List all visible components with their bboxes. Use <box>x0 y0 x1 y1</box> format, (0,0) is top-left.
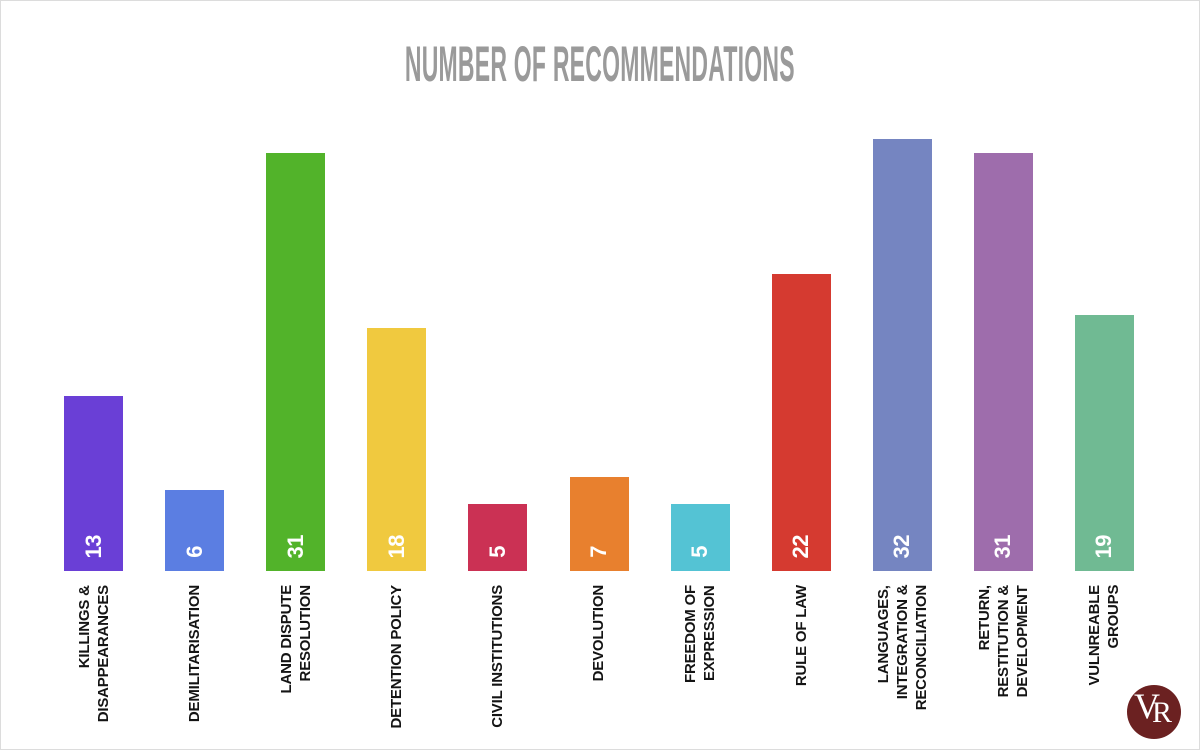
bar-value-label: 18 <box>383 534 409 558</box>
chart-title-text: NUMBER OF RECOMMENDATIONS <box>405 36 795 92</box>
bar-area: 7 <box>548 1 649 571</box>
chart-column: 31 LAND DISPUTE RESOLUTION <box>245 1 346 751</box>
vr-logo: V R <box>1127 685 1181 739</box>
chart-column: 5 FREEDOM OF EXPRESSION <box>650 1 751 751</box>
category-label: FREEDOM OF EXPRESSION <box>682 585 719 683</box>
vr-logo-letter-v: V <box>1134 686 1160 726</box>
category-label: LANGUAGES, INTEGRATION & RECONCILIATION <box>874 585 930 711</box>
category-label-area: CIVIL INSTITUTIONS <box>447 571 548 751</box>
category-label: RULE OF LAW <box>792 585 810 687</box>
category-label: CIVIL INSTITUTIONS <box>489 585 507 728</box>
bar: 18 <box>367 328 427 571</box>
chart-column: 32 LANGUAGES, INTEGRATION & RECONCILIATI… <box>852 1 953 751</box>
category-label: LAND DISPUTE RESOLUTION <box>277 585 314 694</box>
category-label-area: FREEDOM OF EXPRESSION <box>650 571 751 751</box>
category-label: DETENTION POLICY <box>388 585 406 729</box>
bar: 5 <box>670 503 730 571</box>
category-label: RETURN, RESTITUTION & DEVELOPMENT <box>975 585 1031 698</box>
bar-area: 31 <box>245 1 346 571</box>
bar: 5 <box>468 503 528 571</box>
chart-column: 5 CIVIL INSTITUTIONS <box>447 1 548 751</box>
bar-value-label: 22 <box>788 534 814 558</box>
category-label-area: RETURN, RESTITUTION & DEVELOPMENT <box>953 571 1054 751</box>
bar-area: 6 <box>144 1 245 571</box>
bar-value-label: 13 <box>80 534 106 558</box>
category-label-area: LAND DISPUTE RESOLUTION <box>245 571 346 751</box>
bar-area: 32 <box>852 1 953 571</box>
bar: 7 <box>569 476 629 571</box>
vr-logo-letter-r: R <box>1152 696 1173 729</box>
bar: 22 <box>771 274 831 571</box>
category-label-area: DEVOLUTION <box>548 571 649 751</box>
bar-value-label: 7 <box>586 546 612 558</box>
bar-area: 31 <box>953 1 1054 571</box>
category-label: DEMILITARISATION <box>186 585 204 723</box>
bar-value-label: 5 <box>687 546 713 558</box>
bar-area: 13 <box>43 1 144 571</box>
bar-area: 5 <box>650 1 751 571</box>
bar-value-label: 5 <box>484 546 510 558</box>
category-label-area: DETENTION POLICY <box>346 571 447 751</box>
bar: 6 <box>165 490 225 571</box>
bar-value-label: 31 <box>990 534 1016 558</box>
bar-area: 5 <box>447 1 548 571</box>
category-label-area: LANGUAGES, INTEGRATION & RECONCILIATION <box>852 571 953 751</box>
bar-value-label: 6 <box>181 546 207 558</box>
bar-value-label: 19 <box>1091 534 1117 558</box>
bar: 13 <box>64 395 124 571</box>
chart-column: 31 RETURN, RESTITUTION & DEVELOPMENT <box>953 1 1054 751</box>
chart-column: 18 DETENTION POLICY <box>346 1 447 751</box>
category-label: VULNREABLE GROUPS <box>1086 585 1123 686</box>
chart-column: 6 DEMILITARISATION <box>144 1 245 751</box>
bar-area: 19 <box>1054 1 1155 571</box>
chart-column: 13 KILLINGS & DISAPPEARANCES <box>43 1 144 751</box>
bar: 32 <box>872 139 932 571</box>
category-label: DEVOLUTION <box>590 585 608 682</box>
bar: 31 <box>973 152 1033 571</box>
bar: 31 <box>266 152 326 571</box>
category-label-area: KILLINGS & DISAPPEARANCES <box>43 571 144 751</box>
bar-area: 22 <box>751 1 852 571</box>
bar-area: 18 <box>346 1 447 571</box>
chart-column: 22 RULE OF LAW <box>751 1 852 751</box>
category-label-area: DEMILITARISATION <box>144 571 245 751</box>
bar-value-label: 32 <box>889 534 915 558</box>
bar-value-label: 31 <box>282 534 308 558</box>
chart-title: NUMBER OF RECOMMENDATIONS <box>1 39 1199 89</box>
chart-column: 19 VULNREABLE GROUPS <box>1054 1 1155 751</box>
category-label-area: RULE OF LAW <box>751 571 852 751</box>
bar-chart-row: 13 KILLINGS & DISAPPEARANCES 6 DEMILITAR… <box>43 1 1155 751</box>
chart-column: 7 DEVOLUTION <box>548 1 649 751</box>
bar: 19 <box>1074 314 1134 571</box>
category-label: KILLINGS & DISAPPEARANCES <box>75 585 112 723</box>
